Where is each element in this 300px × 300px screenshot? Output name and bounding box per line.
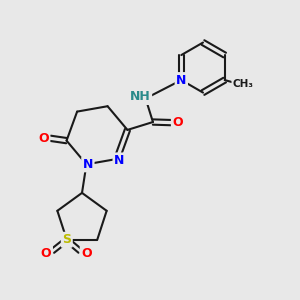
- Text: NH: NH: [130, 91, 151, 103]
- Text: O: O: [41, 247, 52, 260]
- Text: O: O: [81, 247, 92, 260]
- Text: O: O: [172, 116, 183, 129]
- Text: S: S: [62, 233, 71, 246]
- Text: N: N: [176, 74, 187, 87]
- Text: N: N: [83, 158, 93, 171]
- Text: O: O: [38, 132, 49, 145]
- Text: N: N: [114, 154, 124, 167]
- Text: CH₃: CH₃: [233, 80, 254, 89]
